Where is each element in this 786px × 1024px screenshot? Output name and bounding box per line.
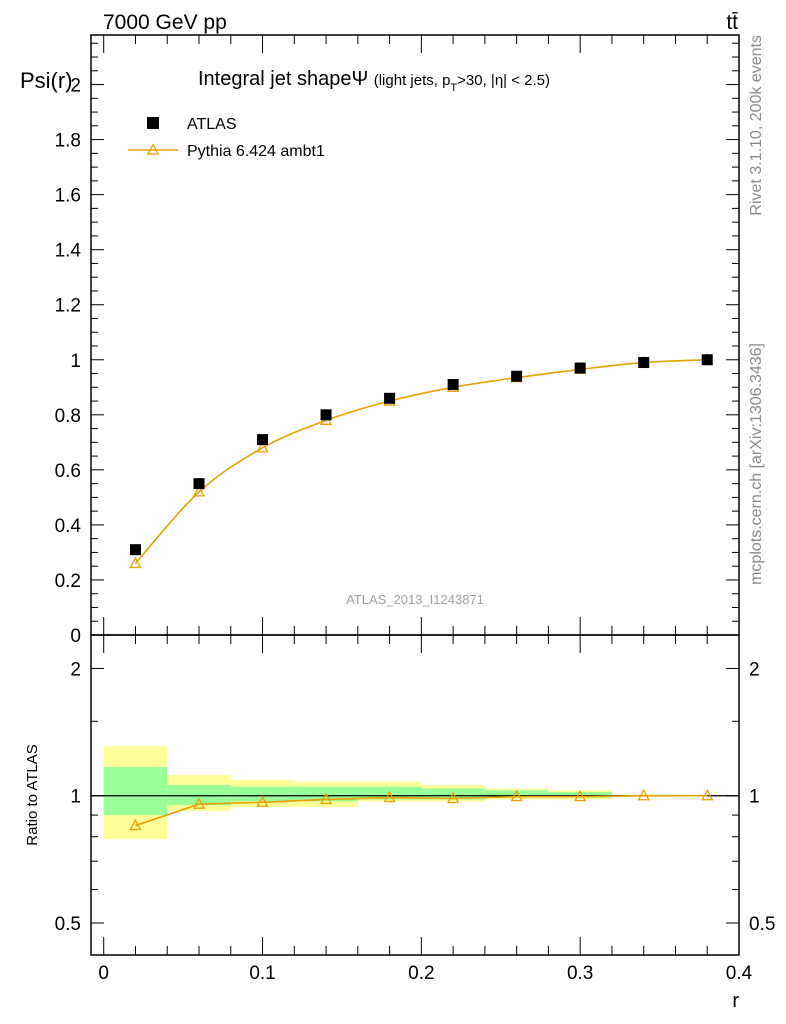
ratio-series xyxy=(129,788,714,831)
x-axis-label: r xyxy=(732,990,739,1012)
y-tick-label: 1.8 xyxy=(55,131,81,152)
y-tick-label: 0.6 xyxy=(55,461,81,482)
y-tick-label: 1.2 xyxy=(55,296,81,317)
chart-title: Integral jet shapeΨ (light jets, pT>30, … xyxy=(198,68,550,94)
data-point xyxy=(384,392,396,404)
title-sub-tail: >30, |η| < 2.5) xyxy=(457,72,550,89)
x-tick-label: 0 xyxy=(98,963,109,984)
data-point xyxy=(638,357,650,369)
y-tick-label: 0.2 xyxy=(55,571,81,592)
y-tick-label: 2 xyxy=(70,76,81,97)
ratio-point xyxy=(256,795,269,807)
mc-point xyxy=(256,440,269,453)
data-point xyxy=(320,409,332,421)
ratio-y-label: Ratio to ATLAS xyxy=(24,744,41,845)
y-tick-label: 1.4 xyxy=(55,241,82,262)
ratio-y-tick-label-right: 0.5 xyxy=(749,914,775,935)
mc-point xyxy=(192,484,206,497)
data-point xyxy=(447,379,459,391)
ratio-point xyxy=(701,788,714,801)
y-tick-label: 0.8 xyxy=(55,406,81,427)
data-point xyxy=(129,544,141,556)
x-tick-label: 0.1 xyxy=(249,963,275,984)
upper-ticks: 0 0.2 0.4 0.6 0.8 1 1.2 1.4 1.6 1.8 2 xyxy=(55,35,740,647)
ratio-point xyxy=(383,790,396,803)
rivet-label: Rivet 3.1.10, 200k events xyxy=(748,35,765,216)
inner-band xyxy=(103,766,168,816)
data-point xyxy=(257,434,269,446)
mcplots-label: mcplots.cern.ch [arXiv:1306.3436] xyxy=(748,343,765,585)
legend-mc-marker xyxy=(146,143,160,155)
inner-band xyxy=(548,792,612,798)
mc-series xyxy=(129,352,714,569)
data-point xyxy=(511,370,523,382)
main-panel: 0 0.2 0.4 0.6 0.8 1 1.2 1.4 1.6 1.8 2 Psi(r) Integ… xyxy=(20,34,740,647)
inner-band xyxy=(484,790,549,798)
ratio-point xyxy=(637,788,650,801)
legend-data-label: ATLAS xyxy=(187,116,237,133)
ratio-point xyxy=(574,789,587,802)
ratio-point xyxy=(510,789,523,802)
data-point xyxy=(193,478,205,490)
data-point xyxy=(701,354,713,366)
y-tick-label: 1 xyxy=(70,351,81,372)
mc-curve xyxy=(134,358,708,564)
y-tick-label: 1.6 xyxy=(55,186,81,207)
ratio-y-tick-label: 2 xyxy=(70,659,81,680)
uncertainty-bands xyxy=(103,746,739,840)
ratio-point xyxy=(447,791,460,804)
x-tick-label: 0.3 xyxy=(567,963,593,984)
ratio-point xyxy=(192,797,206,809)
inner-band xyxy=(230,786,295,802)
header-left: 7000 GeV pp xyxy=(103,11,227,34)
ratio-curve xyxy=(135,794,708,827)
title-sub: (light jets, p xyxy=(374,72,451,89)
data-point xyxy=(574,362,586,374)
mc-point xyxy=(129,556,142,569)
y-tick-label: 0 xyxy=(70,626,81,647)
ratio-y-tick-label-right: 2 xyxy=(749,659,760,680)
data-series xyxy=(129,354,713,556)
title-main: Integral jet shapeΨ xyxy=(198,68,368,90)
ratio-y-tick-label-right: 1 xyxy=(749,787,760,808)
watermark: ATLAS_2013_I1243871 xyxy=(346,592,484,607)
y-axis-label: Psi(r) xyxy=(20,68,73,93)
header-right: tt̄ xyxy=(726,11,738,34)
legend-mc-label: Pythia 6.424 ambt1 xyxy=(187,143,325,160)
ratio-frame xyxy=(90,634,740,956)
x-tick-label: 0.2 xyxy=(408,963,434,984)
ratio-y-tick-label: 0.5 xyxy=(55,914,81,935)
title-sub-index: T xyxy=(450,82,457,94)
y-tick-label: 0.4 xyxy=(55,516,82,537)
ratio-point xyxy=(319,792,333,805)
ratio-y-tick-label: 1 xyxy=(70,787,81,808)
x-tick-label: 0.4 xyxy=(726,963,753,984)
legend-data-marker xyxy=(147,117,159,129)
lower-ticks: 0.5 0.5 1 1 2 2 0 0.1 0.2 0.3 0.4 xyxy=(55,635,775,984)
ratio-point xyxy=(129,818,142,831)
ratio-panel: 0.5 0.5 1 1 2 2 0 0.1 0.2 0.3 0.4 Ratio to ATLAS r xyxy=(24,634,775,1012)
legend: ATLAS Pythia 6.424 ambt1 xyxy=(128,116,325,160)
